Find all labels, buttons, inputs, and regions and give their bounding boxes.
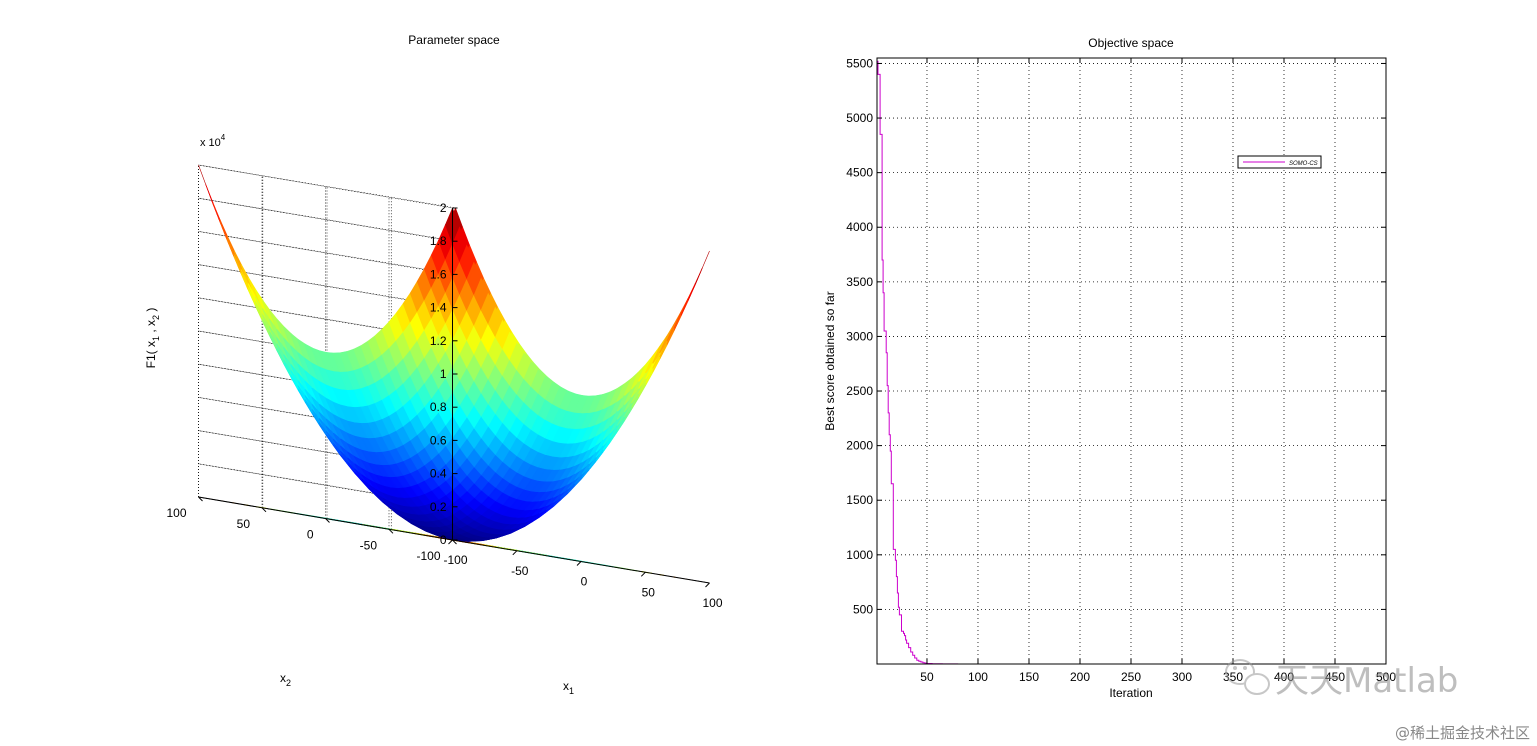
z-exponent-base: x 10 — [200, 137, 221, 149]
convergence-plot: 50 100 150 200 250 300 350 400 450 500 500 1000 1500… — [846, 56, 1396, 684]
surface-mesh — [198, 164, 710, 542]
y-tick-label: 4000 — [846, 220, 873, 234]
grid-line — [198, 231, 456, 275]
x2-tick — [325, 518, 330, 523]
x-tick-label: 200 — [1070, 670, 1090, 684]
z-tick-label: 0.2 — [430, 500, 447, 514]
x1-tick — [512, 550, 518, 556]
x1-tick-label: -100 — [443, 553, 467, 567]
x-tick-label: 450 — [1325, 670, 1345, 684]
z-exponent-label: x 104 — [200, 133, 226, 149]
y-tick-label: 4500 — [846, 166, 873, 180]
x2-tick — [388, 528, 394, 534]
convergence-ticks: 50 100 150 200 250 300 350 400 450 500 500 1000 1500… — [846, 56, 1396, 684]
z-tick-label: 1.2 — [430, 334, 447, 348]
plot-frame — [876, 57, 1387, 665]
watermark: 天天Matlab — [1225, 659, 1458, 701]
z-label-sub2: 2 — [151, 315, 161, 320]
surface-title: Parameter space — [408, 33, 500, 47]
z-exponent-power: 4 — [221, 133, 226, 142]
z-tick-label: 1 — [440, 367, 447, 381]
x-tick-label: 350 — [1223, 670, 1243, 684]
grid-line — [198, 231, 453, 275]
x1-tick — [640, 571, 646, 577]
y-tick-label: 3000 — [846, 329, 873, 343]
y-tick-label: 5000 — [846, 111, 873, 125]
x-tick-label: 500 — [1376, 670, 1396, 684]
watermark-text: 天天Matlab — [1275, 661, 1458, 701]
x2-label-sub: 2 — [286, 678, 291, 688]
x-tick-label: 150 — [1019, 670, 1039, 684]
y-tick-label: 1500 — [846, 493, 873, 507]
x2-tick-label: 100 — [166, 506, 186, 520]
x2-tick — [198, 496, 203, 502]
z-label-end: ) — [144, 308, 158, 315]
z-tick-label: 1.8 — [430, 234, 447, 248]
watermark-site: @稀土掘金技术社区 — [1395, 724, 1530, 742]
x-tick-label: 250 — [1121, 670, 1141, 684]
x1-tick-label: 100 — [702, 596, 722, 610]
z-label-sub1: 1 — [151, 336, 161, 341]
x1-label-base: x — [563, 679, 569, 693]
x2-tick-label: -50 — [360, 538, 378, 552]
z-label-mid: , x — [144, 320, 158, 336]
surface-patch — [695, 250, 710, 285]
y-tick-label: 500 — [853, 602, 873, 616]
x-tick-label: 400 — [1274, 670, 1294, 684]
z-axis-label: F1( x1 , x2 ) — [144, 308, 161, 369]
surface-ticks: 0 0.2 0.4 0.6 0.8 1 1.2 1.4 1.6 1.8 2 -100 -50 0 50 100… — [166, 201, 722, 610]
z-tick-label: 2 — [440, 201, 447, 215]
x1-label-sub: 1 — [569, 686, 574, 696]
x-tick-label: 100 — [968, 670, 988, 684]
z-tick-label: 1.4 — [430, 301, 447, 315]
x-tick-label: 300 — [1172, 670, 1192, 684]
y-tick-label: 5500 — [846, 56, 873, 70]
z-tick-label: 0.8 — [430, 400, 447, 414]
y-tick-label: 2500 — [846, 384, 873, 398]
z-tick-label: 0 — [440, 533, 447, 547]
x2-tick-label: 50 — [237, 517, 251, 531]
x2-tick-label: -100 — [416, 549, 440, 563]
x2-axis-label: x2 — [280, 671, 291, 688]
grid-line — [198, 197, 456, 242]
z-tick-label: 0.6 — [430, 433, 447, 447]
legend-label: SOMO-CS — [1289, 161, 1318, 167]
x1-tick — [705, 582, 710, 588]
z-tick-label: 0.4 — [430, 467, 447, 481]
convergence-ylabel: Best score obtained so far — [823, 291, 837, 430]
x2-tick — [261, 507, 267, 513]
x1-axis-label: x1 — [563, 679, 574, 696]
convergence-xlabel: Iteration — [1109, 686, 1152, 700]
plot-area — [877, 58, 1386, 664]
x1-tick-label: 50 — [642, 585, 656, 599]
x2-tick — [452, 539, 457, 545]
x2-tick-label: 0 — [307, 528, 314, 542]
wechat-icon — [1225, 659, 1270, 695]
x1-tick-label: -50 — [511, 564, 529, 578]
grid-line — [198, 164, 453, 209]
x2-label-base: x — [280, 671, 286, 685]
z-label-base: F1( x — [144, 341, 158, 368]
grid-line — [198, 197, 453, 242]
y-tick-label: 1000 — [846, 548, 873, 562]
surface-plot: 0 0.2 0.4 0.6 0.8 1 1.2 1.4 1.6 1.8 2 -100 -50 0 50 100… — [166, 164, 723, 610]
legend-box: SOMO-CS — [1237, 155, 1322, 169]
z-tick-label: 1.6 — [430, 267, 447, 281]
y-tick-label: 2000 — [846, 439, 873, 453]
y-tick-label: 3500 — [846, 275, 873, 289]
x1-tick — [448, 539, 453, 545]
x1-tick-label: 0 — [581, 575, 588, 589]
convergence-title: Objective space — [1088, 36, 1174, 50]
x-tick-label: 50 — [920, 670, 934, 684]
grid-line — [198, 164, 456, 209]
x1-tick — [576, 561, 582, 566]
